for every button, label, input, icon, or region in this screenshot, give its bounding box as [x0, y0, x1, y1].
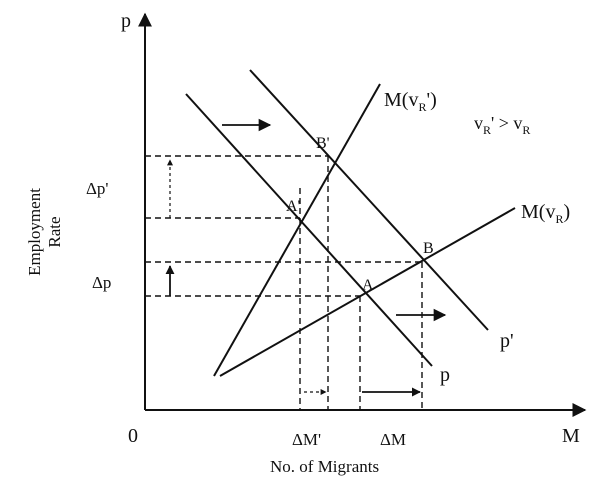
y-axis-title-line2: Rate [45, 216, 64, 247]
delta-p-label: Δp [92, 273, 111, 292]
condition-label: vR' > vR [474, 113, 530, 137]
x-axis-title: No. of Migrants [270, 457, 379, 476]
curve-p [185, 93, 433, 367]
point-label-b-prime: B' [316, 135, 330, 152]
label-p-prime: p' [500, 330, 514, 352]
label-m-vr: M(vR) [521, 201, 570, 226]
y-axis-title-line1: Employment [25, 188, 44, 276]
curve-p-prime [249, 69, 489, 331]
x-axis-symbol: M [562, 425, 580, 447]
svg-text:M(vR'): M(vR') [384, 89, 437, 114]
point-label-b: B [423, 240, 434, 257]
curve-m-vr [219, 207, 516, 377]
origin-label: 0 [128, 425, 138, 447]
curve-m-vr-prime [213, 83, 381, 377]
label-m-vr-prime: M(vR') [384, 89, 437, 114]
label-p: p [440, 364, 450, 386]
svg-text:vR' > vR: vR' > vR [474, 113, 530, 137]
delta-m-label: ΔM [380, 430, 406, 449]
delta-p-prime-label: Δp' [86, 179, 109, 198]
delta-m-prime-label: ΔM' [292, 430, 321, 449]
point-label-a: A [362, 277, 374, 294]
y-axis-symbol: p [121, 10, 131, 32]
svg-text:M(vR): M(vR) [521, 201, 570, 226]
point-label-a-prime: A' [286, 198, 301, 215]
